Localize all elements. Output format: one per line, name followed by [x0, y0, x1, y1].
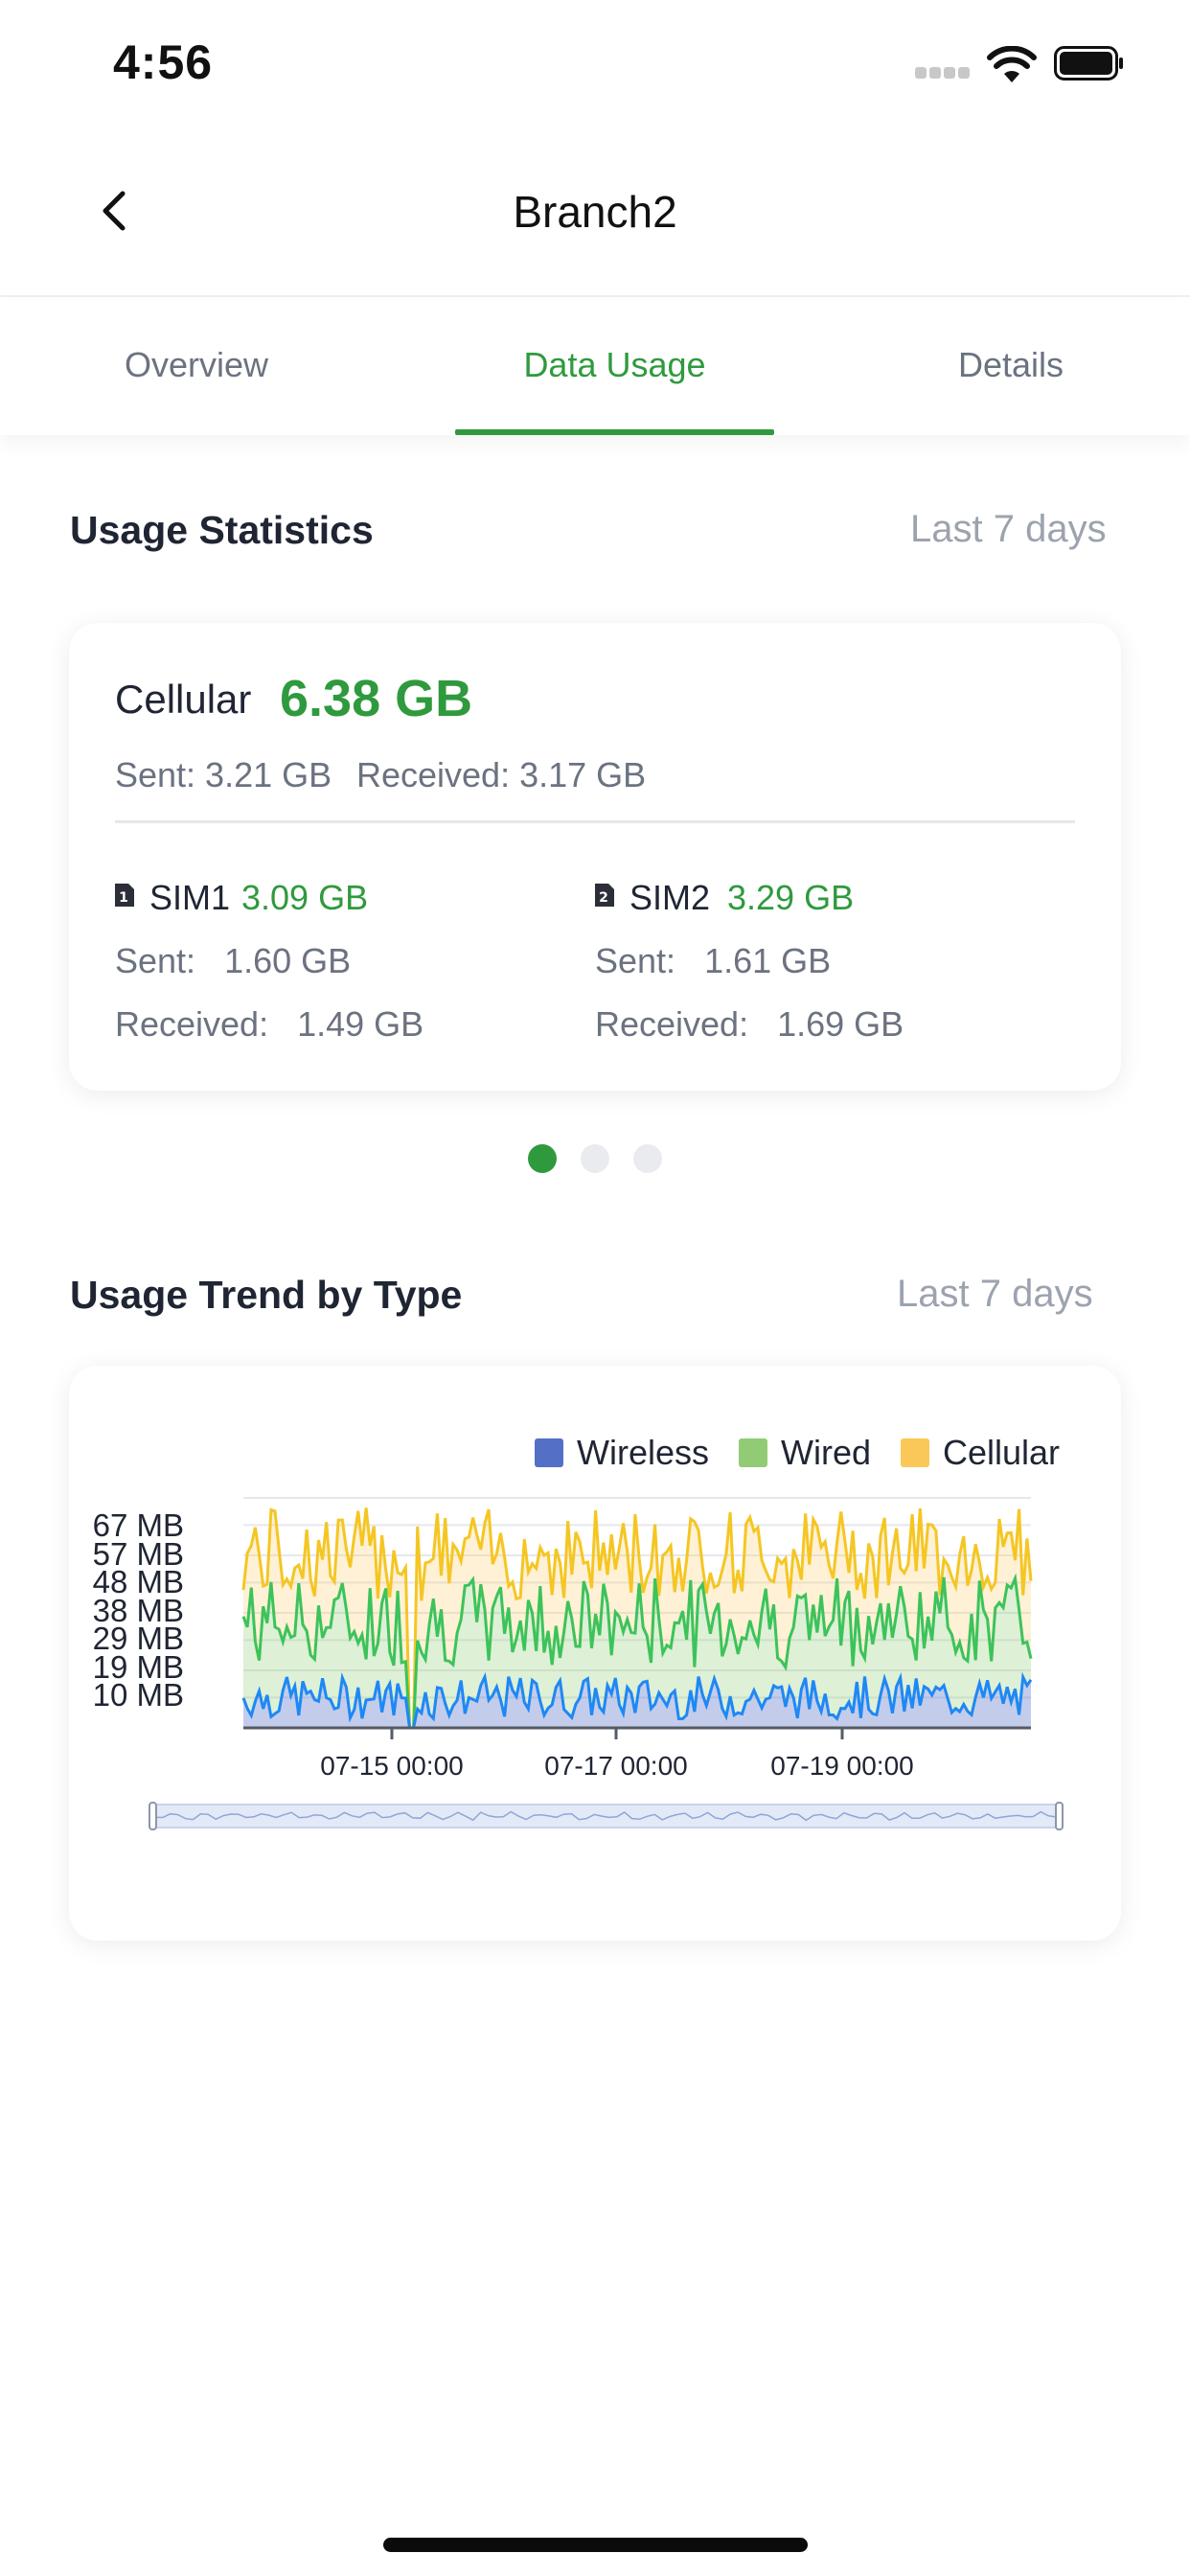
series-line-wireless	[241, 1671, 1033, 1730]
back-button[interactable]	[86, 182, 144, 240]
cellular-label: Cellular	[115, 677, 252, 722]
pagination-dot-2[interactable]	[581, 1144, 609, 1173]
legend-swatch-wireless	[535, 1438, 563, 1467]
tab-overview[interactable]: Overview	[124, 345, 269, 384]
usage-trend-chart[interactable]	[69, 1366, 1121, 1941]
cellular-signal-icon	[915, 67, 973, 79]
pagination-dot-3[interactable]	[633, 1144, 662, 1173]
card-divider	[115, 820, 1075, 823]
y-tick-label: 38 MB	[92, 1593, 184, 1628]
zoom-slider-preview	[154, 1810, 1057, 1822]
legend-label-wireless: Wireless	[577, 1433, 710, 1472]
tab-details[interactable]: Details	[957, 345, 1064, 384]
usage-statistics-range[interactable]: Last 7 days	[910, 508, 1107, 550]
wifi-icon	[987, 46, 1037, 82]
legend-cellular[interactable]: Cellular	[901, 1433, 1073, 1472]
sim1-sent: Sent: 1.60 GB	[115, 941, 352, 980]
tab-data-usage[interactable]: Data Usage	[523, 345, 706, 384]
nav-header: Branch2	[0, 125, 1190, 297]
sim1-total: 3.09 GB	[241, 878, 369, 917]
cellular-received: Received: 3.17 GB	[356, 755, 647, 794]
y-tick-label: 48 MB	[92, 1564, 184, 1599]
usage-trend-title: Usage Trend by Type	[70, 1273, 463, 1317]
home-indicator	[383, 2538, 808, 2552]
y-tick-label: 29 MB	[92, 1621, 184, 1656]
page-title: Branch2	[513, 187, 677, 237]
zoom-slider-handle-left	[149, 1802, 157, 1830]
status-bar: 4:56	[0, 0, 1190, 125]
x-tick-label: 07-17 00:00	[544, 1751, 688, 1781]
x-tick-label: 07-15 00:00	[320, 1751, 464, 1781]
status-time: 4:56	[113, 35, 214, 89]
sim1-received: Received: 1.49 GB	[115, 1004, 424, 1044]
battery-icon	[1054, 46, 1123, 80]
series-line-cellular	[241, 1507, 1033, 1730]
sim2-received: Received: 1.69 GB	[595, 1004, 904, 1044]
cellular-sent: Sent: 3.21 GB	[115, 755, 332, 794]
sim1-icon: 1	[115, 884, 134, 907]
y-tick-label: 19 MB	[92, 1649, 184, 1685]
legend-label-wired: Wired	[781, 1433, 872, 1472]
usage-statistics-title: Usage Statistics	[70, 508, 374, 552]
y-tick-label: 57 MB	[92, 1536, 184, 1572]
sim2-icon: 2	[595, 884, 614, 907]
sim2-name: SIM2	[629, 878, 711, 917]
tab-bar: Overview Data Usage Details	[0, 299, 1190, 435]
sim2-total: 3.29 GB	[727, 878, 855, 917]
legend-wireless[interactable]: Wireless	[535, 1433, 710, 1472]
x-tick-label: 07-19 00:00	[770, 1751, 914, 1781]
cellular-usage-card[interactable]: Cellular 6.38 GB Sent: 3.21 GB Received:…	[69, 623, 1121, 1091]
pagination-dot-1[interactable]	[528, 1144, 557, 1173]
sim1-name: SIM1	[149, 878, 231, 917]
y-tick-label: 67 MB	[92, 1507, 184, 1543]
svg-text:1: 1	[119, 890, 128, 906]
y-tick-label: 10 MB	[92, 1677, 184, 1713]
usage-trend-range[interactable]: Last 7 days	[897, 1273, 1093, 1315]
sim2-sent: Sent: 1.61 GB	[595, 941, 832, 980]
legend-swatch-wired	[739, 1438, 767, 1467]
zoom-slider-handle-right	[1055, 1802, 1064, 1830]
cellular-total: 6.38 GB	[280, 670, 473, 727]
series-line-wired	[241, 1573, 1033, 1730]
active-tab-indicator	[455, 429, 774, 435]
legend-label-cellular: Cellular	[943, 1433, 1061, 1472]
legend-wired[interactable]: Wired	[739, 1433, 882, 1472]
svg-text:2: 2	[599, 890, 608, 906]
usage-trend-card: Wireless Wired Cellular 67 MB 57 MB 48 M…	[69, 1366, 1121, 1941]
legend-swatch-cellular	[901, 1438, 929, 1467]
